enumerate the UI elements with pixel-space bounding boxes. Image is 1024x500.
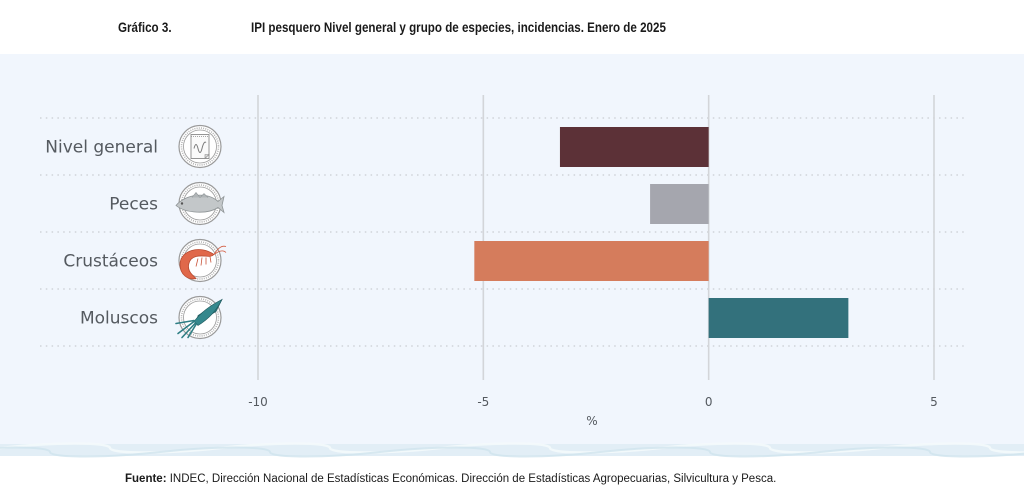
category-label: Moluscos [80, 309, 158, 329]
chart-title: IPI pesquero Nivel general y grupo de es… [251, 20, 666, 35]
wave-line [0, 446, 1024, 458]
category-label: Peces [109, 195, 158, 215]
bar-nivel-general [559, 127, 709, 167]
bar-peces [650, 184, 709, 224]
x-tick-label: 5 [930, 395, 938, 409]
squid-icon [175, 295, 223, 340]
bar-moluscos [708, 298, 849, 338]
source-note: Fuente: INDEC, Dirección Nacional de Est… [125, 473, 776, 485]
x-axis-title: % [586, 414, 597, 428]
source-label: Fuente: [125, 473, 167, 485]
category-label: Nivel general [45, 138, 158, 158]
category-label: Crustáceos [63, 252, 158, 272]
figure-label: Gráfico 3. [118, 20, 172, 35]
wave-decoration [0, 442, 1024, 458]
x-tick-label: -5 [477, 395, 489, 409]
fish-icon [175, 181, 225, 226]
figure-header: Gráfico 3. IPI pesquero Nivel general y … [0, 0, 1024, 54]
shrimp-icon [178, 238, 227, 283]
source-text: INDEC, Dirección Nacional de Estadística… [166, 473, 777, 485]
bar-crust-ceos [474, 241, 709, 281]
x-tick-label: -10 [248, 395, 268, 409]
document-chart-icon [178, 124, 222, 169]
x-tick-label: 0 [705, 395, 713, 409]
